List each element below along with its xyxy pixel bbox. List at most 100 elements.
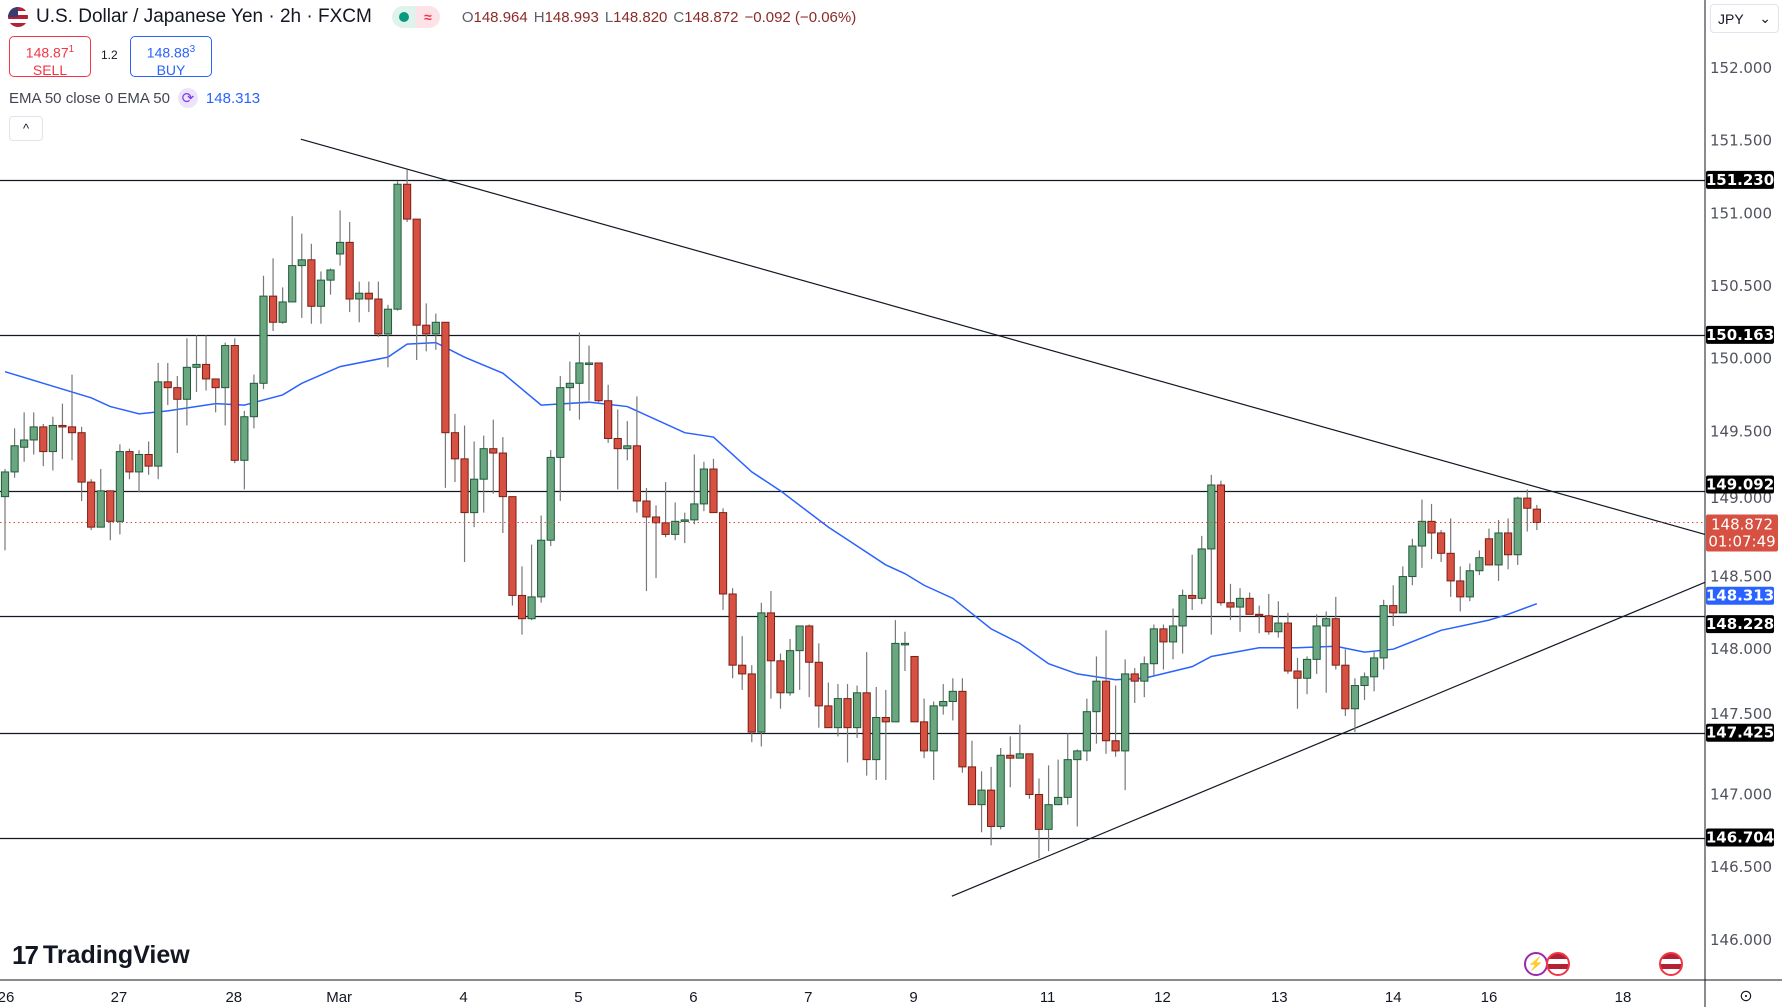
- candle-body-up: [316, 279, 326, 307]
- candle-body-up: [891, 642, 900, 723]
- candle-body-down: [805, 625, 814, 663]
- candle: [1149, 624, 1158, 676]
- candle-body-down: [364, 292, 373, 300]
- price-axis[interactable]: 146.000 146.500 147.000 147.500 148.000 148.5…: [1710, 59, 1772, 949]
- candle: [412, 218, 421, 361]
- indicator-label[interactable]: EMA 50 close 0 EMA 50: [9, 89, 170, 107]
- candle-body-down: [1446, 552, 1455, 582]
- candle: [1130, 668, 1139, 703]
- candle-body-up: [1350, 685, 1360, 710]
- candle: [1513, 496, 1522, 565]
- candle: [1274, 601, 1283, 638]
- candle-body-up: [1408, 545, 1417, 578]
- tradingview-logo[interactable]: 17 TradingView: [12, 940, 190, 971]
- last-price-label: 148.872: [1711, 515, 1773, 533]
- candle-body-up: [546, 456, 555, 541]
- level-price-label: 148.228: [1706, 615, 1774, 633]
- candle: [546, 450, 555, 547]
- spread-value: 1.2: [101, 48, 118, 62]
- candle-body-down: [58, 424, 67, 428]
- candle-body-down: [613, 438, 622, 450]
- candle-body-down: [441, 321, 450, 434]
- candle-body-down: [163, 381, 172, 389]
- candle: [422, 303, 431, 352]
- candle-body-up: [977, 789, 986, 806]
- candle-body-down: [776, 660, 785, 694]
- currency-select[interactable]: JPY ⌄: [1710, 4, 1779, 33]
- candle-body-up: [115, 451, 124, 522]
- candle: [393, 181, 402, 311]
- chart-settings-icon[interactable]: ⊙: [1739, 988, 1753, 1005]
- indicator-legend[interactable]: EMA 50 close 0 EMA 50 ⟳ 148.313: [9, 88, 260, 108]
- market-open-icon: [391, 6, 416, 28]
- open-value: 148.964: [473, 8, 528, 26]
- candle: [929, 701, 938, 780]
- candle-body-down: [1130, 673, 1139, 682]
- candle: [498, 437, 507, 533]
- market-status[interactable]: ≈: [391, 6, 440, 28]
- candle: [163, 362, 172, 406]
- candle: [977, 771, 986, 833]
- candle: [1494, 519, 1503, 581]
- candle-body-up: [431, 321, 440, 335]
- candle-body-up: [785, 650, 795, 694]
- tradingview-wordmark: TradingView: [42, 941, 190, 969]
- candle: [1207, 474, 1216, 635]
- candle-body-down: [517, 594, 527, 620]
- time-tick-label: 9: [909, 989, 917, 1006]
- symbol-title[interactable]: U.S. Dollar / Japanese Yen · 2h · FXCM: [36, 6, 372, 27]
- candle-body-down: [642, 500, 651, 518]
- candle-body-down: [718, 512, 728, 595]
- candle-body-up: [1054, 796, 1063, 806]
- candle: [833, 684, 843, 737]
- candle: [259, 275, 268, 390]
- candle: [144, 441, 153, 475]
- candle: [1446, 518, 1455, 597]
- candle: [364, 281, 373, 313]
- candle-body-up: [757, 612, 766, 733]
- price-tick-label: 146.500: [1710, 858, 1772, 876]
- candle: [67, 374, 77, 461]
- candle-body-down: [958, 690, 967, 768]
- candle-body-down: [1532, 508, 1541, 523]
- candle: [728, 588, 737, 679]
- candle-body-up: [1235, 597, 1245, 608]
- candle: [1235, 588, 1245, 632]
- us-event-flag-icon-2[interactable]: [1659, 952, 1683, 976]
- event-lightning-icon[interactable]: ⚡: [1524, 952, 1548, 976]
- candle-body-down: [1216, 484, 1225, 604]
- ohlc-values: O148.964 H148.993 L148.820 C148.872 −0.0…: [462, 9, 856, 26]
- level-price-label-box: [1706, 170, 1774, 189]
- sell-button[interactable]: 148.871 SELL: [9, 36, 91, 78]
- candle: [1140, 656, 1149, 698]
- candle: [20, 412, 29, 462]
- ema-line-group: [4, 341, 1538, 681]
- time-tick-label: 11: [1040, 989, 1056, 1006]
- candle: [1283, 612, 1293, 674]
- candle: [431, 313, 440, 350]
- collapse-legend-button[interactable]: ^: [9, 116, 43, 141]
- candle: [795, 625, 804, 690]
- candle: [824, 682, 833, 729]
- us-event-flag-icon[interactable]: [1546, 952, 1570, 976]
- buy-button[interactable]: 148.883 BUY: [130, 36, 212, 78]
- candle: [1437, 530, 1446, 563]
- candle-body-up: [1092, 680, 1101, 713]
- candle-body-down: [747, 673, 756, 733]
- candle-body-up: [1178, 594, 1187, 627]
- candle-body-up: [0, 471, 10, 498]
- time-tick-label: 18: [1615, 989, 1632, 1006]
- candle-body-up: [297, 259, 306, 267]
- time-axis[interactable]: 26 27 28 Mar 4 5 6 7 9 11 12 13 14 16 18: [0, 989, 1631, 1006]
- candle-body-down: [1111, 740, 1120, 752]
- candle-body-up: [1369, 657, 1379, 678]
- candle-body-up: [20, 439, 29, 448]
- price-tick-label: 147.000: [1710, 786, 1772, 804]
- candle-body-down: [1264, 615, 1273, 633]
- candle: [565, 361, 574, 411]
- level-price-label-box: [1706, 723, 1774, 742]
- candle: [1341, 649, 1350, 717]
- candle: [604, 384, 613, 443]
- low-key: L: [604, 8, 614, 26]
